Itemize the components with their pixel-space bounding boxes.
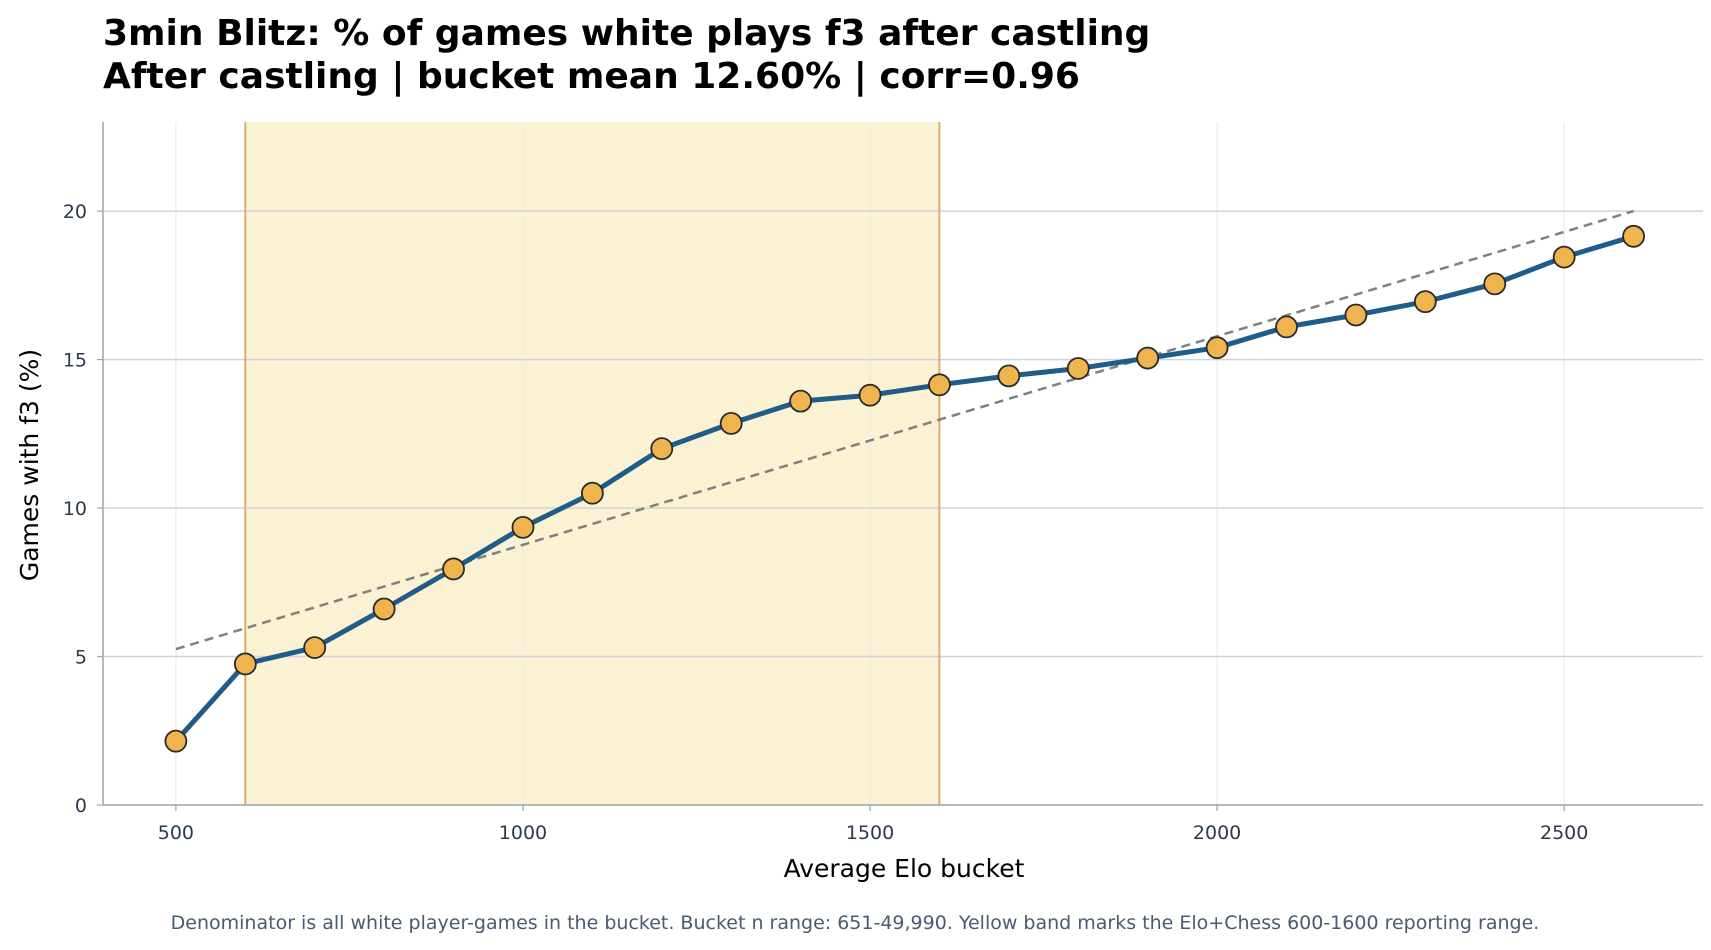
x-tick-label: 1500 — [846, 822, 894, 844]
x-tick-label: 1000 — [499, 822, 547, 844]
data-point — [858, 383, 882, 407]
x-axis-label: Average Elo bucket — [784, 854, 1025, 883]
data-point — [650, 437, 674, 461]
chart-title: 3min Blitz: % of games white plays f3 af… — [103, 13, 1150, 54]
data-point — [1066, 357, 1090, 380]
data-point — [511, 515, 535, 539]
data-point — [997, 364, 1021, 388]
series-line — [173, 233, 1637, 744]
plot-area: 500 1000 1500 2000 2500 0 5 10 15 20 — [63, 122, 1703, 844]
chart-subtitle: After castling | bucket mean 12.60% | co… — [103, 56, 1080, 97]
data-point — [233, 652, 257, 676]
x-tick-label: 2500 — [1540, 822, 1588, 844]
y-tick-label: 20 — [63, 201, 87, 223]
data-point — [1136, 346, 1160, 370]
data-point — [928, 373, 951, 397]
data-point — [164, 729, 188, 753]
highlight-band — [245, 122, 940, 805]
data-point — [372, 597, 396, 621]
data-point — [580, 481, 604, 505]
data-point — [303, 636, 327, 660]
data-point — [1413, 290, 1437, 314]
data-point — [442, 557, 465, 581]
y-tick-label: 15 — [63, 350, 87, 372]
trend-line — [175, 209, 1634, 651]
data-point — [719, 412, 743, 435]
data-point — [1344, 303, 1368, 327]
data-point — [1205, 336, 1229, 360]
data-point — [1275, 315, 1298, 339]
y-axis-label: Games with f3 (%) — [15, 349, 44, 581]
data-point — [789, 389, 813, 413]
x-tick-label: 500 — [158, 822, 194, 844]
y-tick-label: 0 — [75, 795, 87, 817]
data-point — [1483, 272, 1507, 296]
chart-footnote: Denominator is all white player-games in… — [171, 912, 1540, 934]
data-point — [1552, 245, 1576, 269]
data-point — [1622, 224, 1645, 248]
y-tick-label: 10 — [63, 498, 87, 520]
x-tick-label: 2000 — [1193, 822, 1241, 844]
y-tick-label: 5 — [75, 647, 87, 669]
